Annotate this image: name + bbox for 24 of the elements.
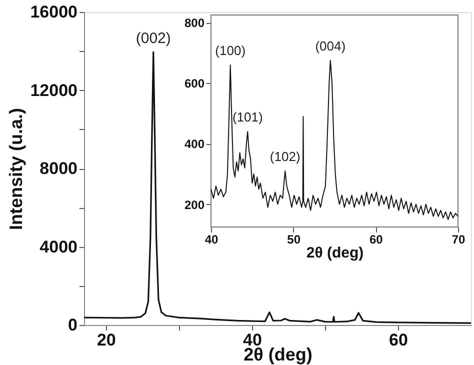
y-tick-label: 600 bbox=[184, 76, 205, 91]
x-tick-label: 20 bbox=[96, 330, 116, 350]
x-tick-label: 70 bbox=[452, 232, 466, 246]
y-tick-label: 4000 bbox=[40, 237, 78, 256]
x-axis-title: 2θ (deg) bbox=[244, 344, 312, 364]
x-tick-label: 50 bbox=[287, 232, 301, 246]
line-series bbox=[210, 60, 458, 220]
x-tick-label: 40 bbox=[204, 232, 218, 246]
x-axis-title: 2θ (deg) bbox=[306, 244, 364, 262]
y-tick-label: 200 bbox=[184, 198, 205, 212]
annotation: (004) bbox=[315, 38, 346, 54]
annotation: (100) bbox=[215, 42, 246, 58]
y-tick-label: 400 bbox=[184, 137, 205, 152]
y-tick-label: 8000 bbox=[40, 159, 78, 178]
annotation: (102) bbox=[270, 148, 300, 164]
annotation: (101) bbox=[232, 110, 263, 125]
x-tick-label: 60 bbox=[369, 232, 384, 246]
x-tick-label: 60 bbox=[389, 330, 408, 350]
y-tick-label: 16000 bbox=[30, 2, 78, 22]
y-tick-label: 0 bbox=[68, 316, 78, 334]
y-tick-label: 800 bbox=[184, 16, 205, 30]
y-tick-label: 12000 bbox=[30, 80, 78, 100]
y-axis-title: Intensity (u.a.) bbox=[6, 108, 26, 230]
annotation: (002) bbox=[136, 30, 171, 48]
